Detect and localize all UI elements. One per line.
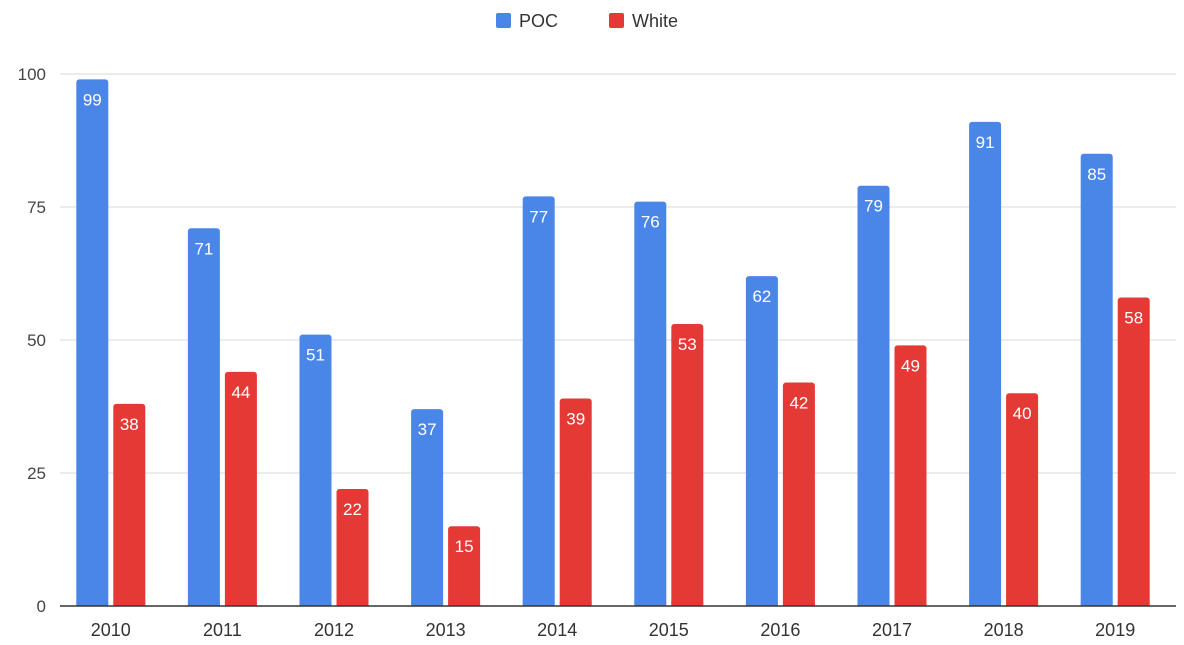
data-label: 62 <box>752 287 771 306</box>
bar-base-white-2012 <box>336 602 369 606</box>
bar-poc-2015 <box>634 201 667 606</box>
bar-base-poc-2015 <box>634 602 667 606</box>
bar-base-white-2018 <box>1006 602 1039 606</box>
bar-base-white-2017 <box>894 602 927 606</box>
bar-poc-2016 <box>745 276 778 606</box>
data-label: 51 <box>306 346 325 365</box>
y-axis: 0 25 50 75 100 <box>18 65 46 616</box>
x-tick-label: 2011 <box>203 620 242 640</box>
bar-poc-2017 <box>857 185 890 606</box>
bar-white-2019 <box>1117 297 1150 606</box>
bar-white-2017 <box>894 345 927 606</box>
bar-base-white-2014 <box>559 602 592 606</box>
y-tick-label: 0 <box>37 597 46 616</box>
legend-label-white: White <box>632 11 678 31</box>
data-label: 77 <box>529 207 548 226</box>
bar-base-poc-2010 <box>76 602 109 606</box>
bar-white-2011 <box>224 371 257 606</box>
bar-white-2018 <box>1006 393 1039 606</box>
bar-base-white-2011 <box>224 602 257 606</box>
bar-white-2016 <box>782 382 815 606</box>
bar-base-white-2016 <box>782 602 815 606</box>
x-tick-label: 2015 <box>649 620 689 640</box>
bar-base-poc-2011 <box>187 602 220 606</box>
bar-base-poc-2016 <box>745 602 778 606</box>
data-label: 99 <box>83 90 102 109</box>
y-tick-label: 100 <box>18 65 46 84</box>
bar-base-poc-2017 <box>857 602 890 606</box>
data-label: 44 <box>231 383 250 402</box>
data-label: 38 <box>120 415 139 434</box>
data-label: 39 <box>566 410 585 429</box>
legend-swatch-white <box>609 13 624 28</box>
y-tick-label: 50 <box>27 331 46 350</box>
bar-base-poc-2019 <box>1080 602 1113 606</box>
bar-poc-2012 <box>299 334 332 606</box>
data-label: 58 <box>1124 308 1143 327</box>
bar-base-white-2019 <box>1117 602 1150 606</box>
x-tick-label: 2014 <box>537 620 577 640</box>
bar-base-poc-2013 <box>411 602 444 606</box>
data-label: 53 <box>678 335 697 354</box>
bar-white-2010 <box>113 403 146 606</box>
y-tick-label: 25 <box>27 464 46 483</box>
bar-white-2012 <box>336 488 369 606</box>
bar-white-2014 <box>559 398 592 606</box>
data-label: 49 <box>901 356 920 375</box>
legend-swatch-poc <box>496 13 511 28</box>
bar-base-poc-2014 <box>522 602 555 606</box>
bar-poc-2019 <box>1080 153 1113 607</box>
legend-label-poc: POC <box>519 11 558 31</box>
data-label: 15 <box>455 537 474 556</box>
data-label: 42 <box>789 394 808 413</box>
y-tick-label: 75 <box>27 198 46 217</box>
x-tick-label: 2019 <box>1095 620 1135 640</box>
data-label: 37 <box>418 420 437 439</box>
x-tick-label: 2010 <box>91 620 131 640</box>
bar-white-2015 <box>671 324 704 606</box>
data-label: 22 <box>343 500 362 519</box>
x-axis: 2010 2011 2012 2013 2014 2015 2016 2017 2018 2019 <box>60 605 1176 640</box>
legend: POC White <box>496 11 678 31</box>
data-label: 85 <box>1087 165 1106 184</box>
data-label: 40 <box>1013 404 1032 423</box>
bar-base-white-2010 <box>113 602 146 606</box>
x-tick-label: 2012 <box>314 620 354 640</box>
x-tick-label: 2013 <box>426 620 466 640</box>
bar-base-white-2015 <box>671 602 704 606</box>
bar-poc-2018 <box>969 121 1002 606</box>
data-label: 76 <box>641 213 660 232</box>
bar-base-white-2013 <box>448 602 481 606</box>
x-tick-label: 2017 <box>872 620 912 640</box>
bar-poc-2013 <box>411 409 444 606</box>
bar-white-2013 <box>448 526 481 606</box>
x-tick-label: 2018 <box>984 620 1024 640</box>
bar-base-poc-2012 <box>299 602 332 606</box>
bar-poc-2010 <box>76 79 109 606</box>
bars: 99 38 71 44 51 22 37 15 77 39 76 53 62 42 79 49 91 40 85 58 <box>76 79 1150 607</box>
data-label: 71 <box>194 239 213 258</box>
bar-poc-2011 <box>187 228 220 606</box>
bar-poc-2014 <box>522 196 555 607</box>
data-label: 91 <box>976 133 995 152</box>
x-tick-label: 2016 <box>760 620 800 640</box>
data-label: 79 <box>864 197 883 216</box>
bar-base-poc-2018 <box>969 602 1002 606</box>
